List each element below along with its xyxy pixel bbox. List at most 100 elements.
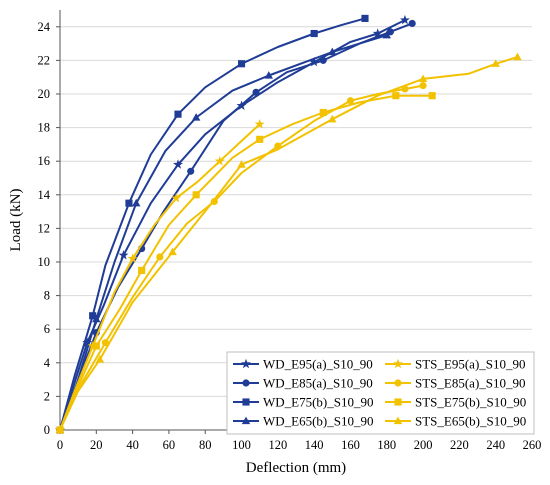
marker-star: [118, 250, 129, 260]
marker-triangle: [55, 425, 65, 434]
y-tick-label: 10: [38, 255, 51, 269]
legend-label: WD_E65(b)_S10_90: [263, 414, 374, 429]
marker-square: [256, 135, 264, 143]
legend-item: STS_E85(a)_S10_90: [385, 376, 526, 391]
marker-square: [361, 14, 369, 22]
y-tick-label: 20: [38, 87, 51, 101]
marker-circle: [386, 28, 394, 36]
marker-square: [428, 92, 436, 100]
legend-label: WD_E85(a)_S10_90: [263, 376, 373, 391]
y-tick-label: 8: [44, 289, 50, 303]
marker-triangle: [237, 160, 246, 168]
marker-circle: [419, 82, 427, 90]
marker-triangle: [168, 247, 177, 256]
marker-star: [393, 358, 403, 369]
series-line: [59, 19, 406, 431]
grid-lines: [60, 26, 532, 397]
marker-square: [319, 108, 327, 117]
marker-triangle: [264, 71, 273, 79]
marker-circle: [156, 253, 164, 261]
legend-label: WD_E75(b)_S10_90: [263, 395, 374, 410]
legend-item: WD_E75(b)_S10_90: [233, 395, 374, 410]
marker-triangle: [382, 30, 391, 39]
marker-star: [309, 56, 320, 67]
legend-item: WD_E65(b)_S10_90: [233, 414, 374, 429]
marker-square: [237, 60, 246, 68]
x-tick-label: 200: [414, 438, 433, 452]
x-tick-label: 260: [523, 438, 542, 452]
x-tick-label: 80: [199, 438, 212, 452]
legend-label: WD_E95(a)_S10_90: [263, 357, 373, 372]
marker-star: [241, 358, 251, 369]
y-tick-label: 14: [38, 188, 51, 202]
marker-square: [174, 110, 182, 118]
marker-star: [127, 253, 138, 263]
marker-square: [138, 266, 146, 274]
marker-square: [310, 29, 318, 38]
marker-circle: [394, 379, 402, 387]
marker-star: [214, 155, 225, 166]
marker-square: [125, 199, 133, 207]
marker-triangle: [491, 59, 500, 67]
x-tick-label: 60: [163, 438, 176, 452]
marker-circle: [187, 167, 195, 175]
legend-label: STS_E75(b)_S10_90: [415, 395, 526, 410]
series-line: [59, 56, 518, 431]
marker-star: [372, 28, 383, 38]
marker-triangle: [328, 114, 337, 123]
series-line: [59, 94, 433, 431]
y-tick-label: 12: [38, 221, 51, 235]
x-tick-label: 0: [57, 438, 63, 452]
x-tick-label: 220: [450, 438, 469, 452]
x-axis-title: Deflection (mm): [246, 460, 346, 476]
y-axis-title: Load (kN): [8, 189, 24, 252]
series-line: [59, 84, 424, 431]
marker-star: [254, 118, 265, 129]
legend-item: STS_E65(b)_S10_90: [385, 414, 526, 429]
x-tick-label: 160: [341, 438, 360, 452]
x-tick-label: 120: [268, 438, 287, 452]
legend-item: STS_E75(b)_S10_90: [385, 395, 526, 410]
series-line: [59, 123, 261, 431]
marker-circle: [408, 19, 416, 28]
marker-triangle: [95, 355, 105, 363]
marker-star: [399, 14, 410, 25]
y-tick-label: 18: [38, 121, 51, 135]
marker-star: [87, 340, 98, 351]
legend: WD_E95(a)_S10_90 WD_E85(a)_S10_90 WD_E75(b…: [226, 351, 535, 435]
marker-triangle: [393, 416, 403, 425]
marker-triangle: [418, 74, 428, 83]
marker-triangle: [132, 198, 141, 207]
y-tick-label: 0: [44, 423, 50, 437]
y-tick-label: 24: [38, 20, 51, 34]
marker-triangle: [328, 47, 337, 56]
marker-circle: [242, 379, 250, 387]
y-tick-label: 16: [38, 154, 51, 168]
y-tick-label: 2: [44, 389, 50, 403]
x-tick-label: 180: [377, 438, 396, 452]
marker-square: [192, 191, 200, 199]
x-tick-label: 240: [486, 438, 505, 452]
y-tick-label: 4: [44, 356, 51, 370]
marker-square: [392, 92, 400, 100]
marker-square: [89, 312, 97, 320]
y-tick-label: 22: [38, 53, 51, 67]
marker-square: [242, 398, 250, 406]
marker-triangle: [241, 416, 251, 425]
legend-box: [226, 351, 535, 435]
marker-circle: [101, 339, 109, 347]
y-tick-label: 6: [44, 322, 50, 336]
marker-triangle: [513, 52, 522, 61]
marker-circle: [346, 97, 355, 105]
x-tick-label: 140: [305, 438, 324, 452]
marker-square: [394, 398, 402, 406]
legend-label: STS_E95(a)_S10_90: [415, 357, 526, 372]
series-group: [55, 14, 522, 435]
marker-triangle: [92, 314, 101, 323]
marker-star: [171, 192, 182, 203]
legend-label: STS_E85(a)_S10_90: [415, 376, 526, 391]
x-tick-label: 100: [232, 438, 251, 452]
legend-item: WD_E95(a)_S10_90: [233, 357, 373, 372]
